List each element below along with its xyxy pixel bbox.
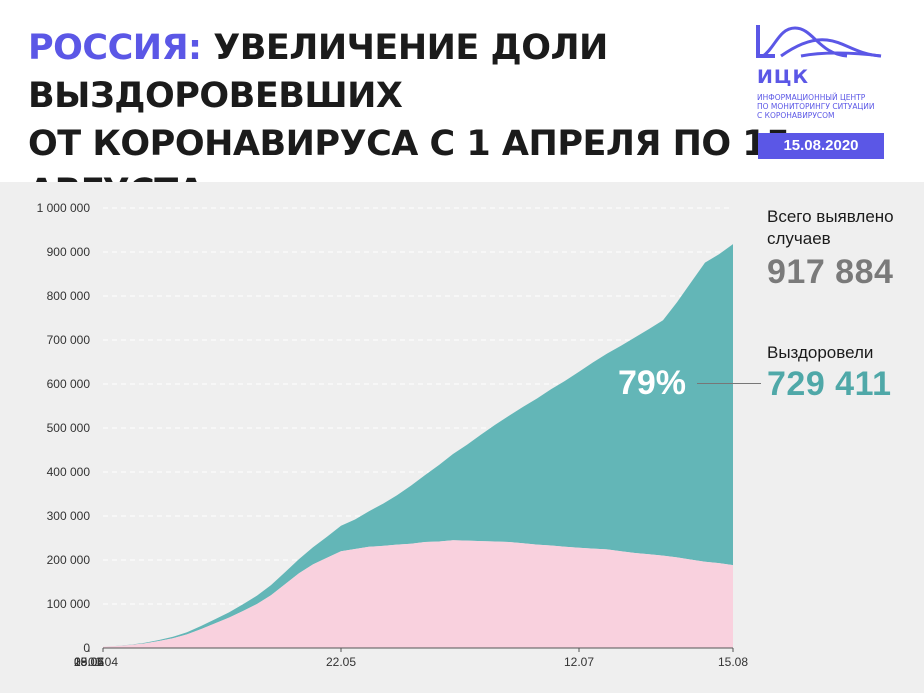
y-tick-label: 100 000 — [47, 597, 91, 611]
total-cases-label: Всего выявлено случаев — [767, 206, 894, 250]
x-tick-label: 01.04 — [88, 655, 118, 669]
logo-subtitle: ИНФОРМАЦИОННЫЙ ЦЕНТР ПО МОНИТОРИНГУ СИТУ… — [757, 93, 887, 120]
chart-panel: 01.04 18.04 05.05 22.05 08.06 25.06 12.07 29.07… — [0, 182, 924, 693]
x-tick-label: 22.05 — [326, 655, 356, 669]
total-cases-label-line: случаев — [767, 229, 831, 248]
recovered-value: 729 411 — [767, 365, 892, 403]
x-tick-label: 15.08 — [718, 655, 748, 669]
recovered-label: Выздоровели — [767, 343, 874, 362]
y-tick-label: 0 — [83, 641, 90, 655]
title-accent: РОССИЯ: — [28, 28, 202, 68]
total-cases-label-line: Всего выявлено — [767, 207, 894, 226]
logo-mark-icon — [756, 25, 882, 58]
x-tick-label: 25.06 — [74, 655, 104, 669]
total-cases-block: Всего выявлено случаев 917 884 — [767, 206, 894, 292]
y-tick-label: 800 000 — [47, 289, 91, 303]
x-tick-label: 18.04 — [74, 655, 104, 669]
title-line1: УВЕЛИЧЕНИЕ ДОЛИ ВЫЗДОРОВЕВШИХ — [28, 28, 608, 116]
recovered-share: 79% — [617, 364, 686, 402]
logo: ИЦК ИНФОРМАЦИОННЫЙ ЦЕНТР ПО МОНИТОРИНГУ … — [755, 22, 885, 120]
logo-subtitle-line: С КОРОНАВИРУСОМ — [757, 111, 835, 120]
logo-name: ИЦК — [757, 66, 810, 88]
y-tick-label: 700 000 — [47, 333, 91, 347]
x-tick-label: 05.05 — [74, 655, 104, 669]
x-tick-label: 29.07 — [74, 655, 104, 669]
date-badge: 15.08.2020 — [758, 133, 884, 159]
y-tick-label: 900 000 — [47, 245, 91, 259]
y-tick-label: 400 000 — [47, 465, 91, 479]
y-tick-label: 200 000 — [47, 553, 91, 567]
share-pointer-line — [697, 383, 761, 384]
total-cases-value: 917 884 — [767, 253, 894, 291]
x-tick-label: 08.06 — [74, 655, 104, 669]
recovered-block: Выздоровели 729 411 — [767, 342, 892, 404]
series-recovered-area — [103, 244, 733, 647]
logo-subtitle-line: ИНФОРМАЦИОННЫЙ ЦЕНТР — [757, 93, 866, 102]
series-active-area — [103, 540, 733, 648]
logo-subtitle-line: ПО МОНИТОРИНГУ СИТУАЦИИ — [757, 102, 875, 111]
y-tick-label: 600 000 — [47, 377, 91, 391]
header: РОССИЯ: УВЕЛИЧЕНИЕ ДОЛИ ВЫЗДОРОВЕВШИХ ОТ… — [0, 0, 924, 212]
y-tick-label: 300 000 — [47, 509, 91, 523]
x-tick-label: 12.07 — [564, 655, 594, 669]
y-tick-label: 500 000 — [47, 421, 91, 435]
y-tick-label: 1 000 000 — [37, 201, 91, 215]
